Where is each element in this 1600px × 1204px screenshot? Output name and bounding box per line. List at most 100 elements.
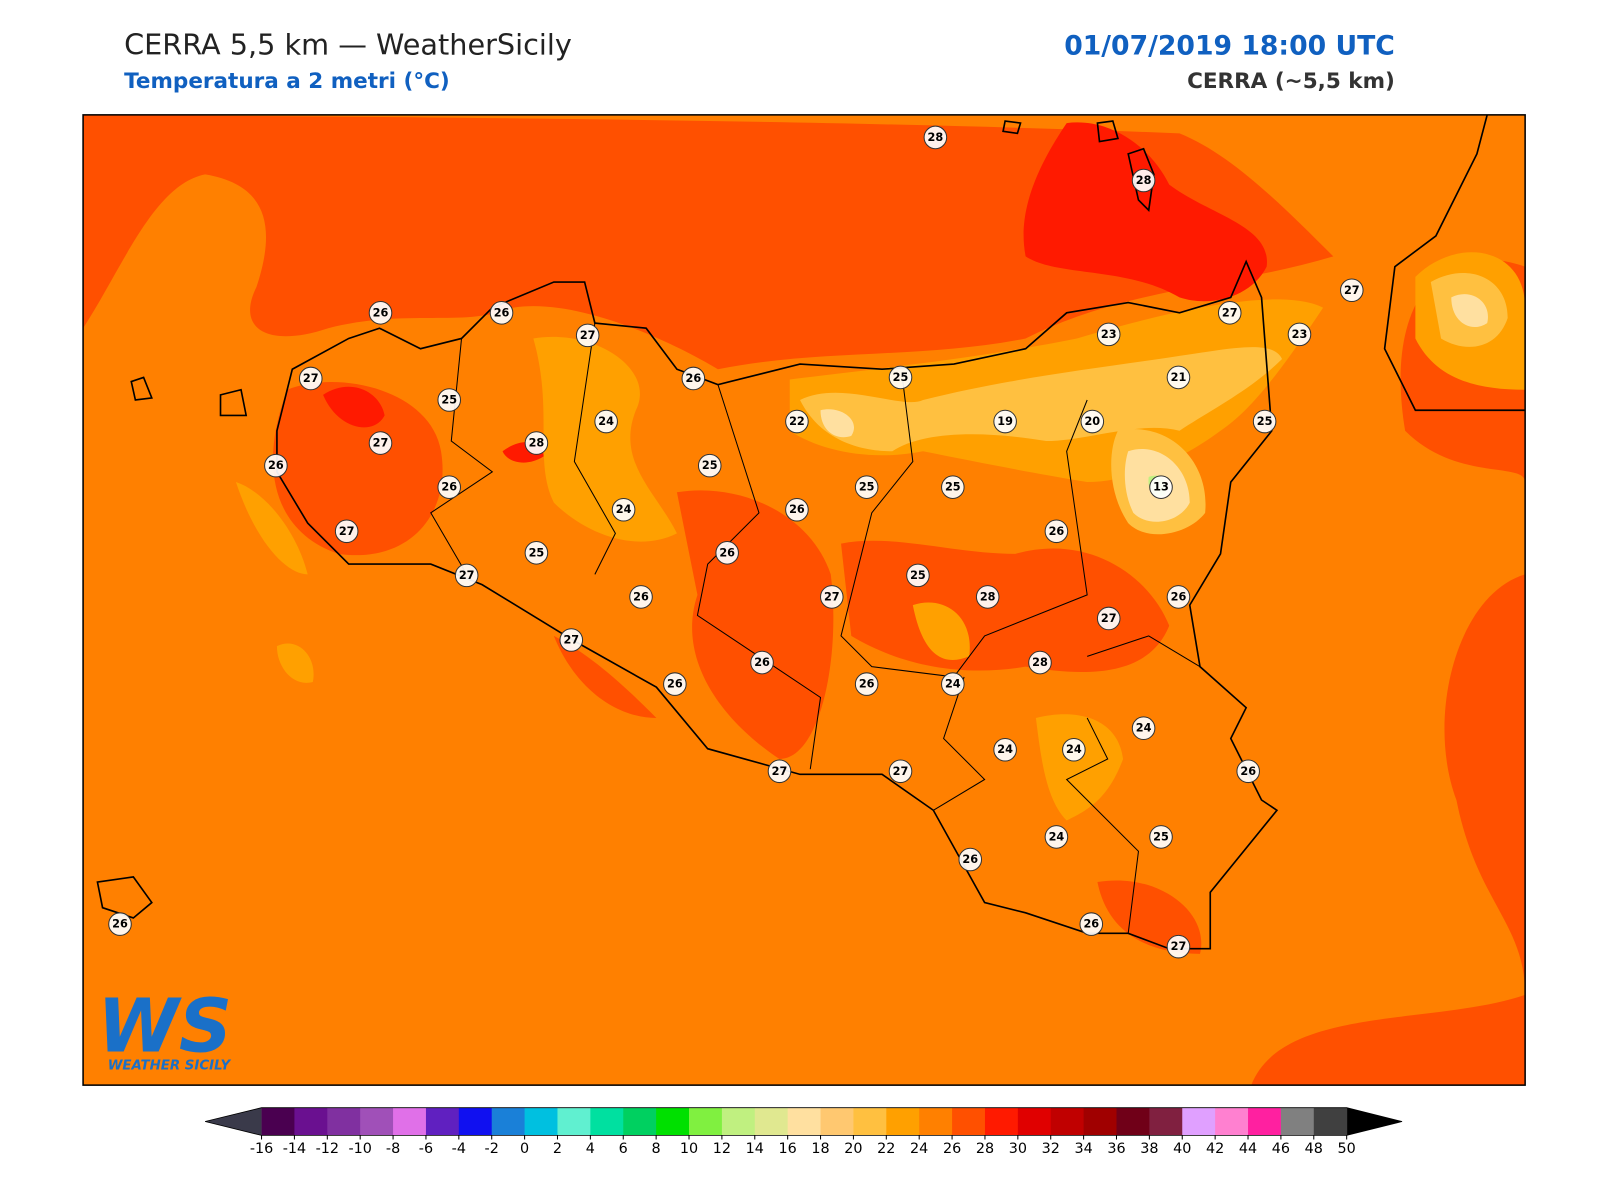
station: 25 — [1252, 409, 1277, 434]
station-value: 22 — [789, 415, 805, 428]
colorbar-tick-label: 44 — [1239, 1141, 1257, 1157]
colorbar-box — [1149, 1107, 1183, 1136]
colorbar-box — [1050, 1107, 1085, 1136]
station-value: 25 — [702, 459, 718, 472]
station: 27 — [1339, 278, 1364, 303]
colorbar-box — [524, 1107, 558, 1136]
station: 25 — [1149, 825, 1173, 849]
colorbar-tick-label: 12 — [713, 1141, 731, 1157]
colorbar-box — [1313, 1107, 1348, 1136]
station-value: 26 — [268, 459, 284, 472]
colorbar-box — [952, 1107, 986, 1136]
station: 26 — [785, 497, 809, 522]
station: 28 — [975, 585, 1000, 609]
colorbar-box — [721, 1107, 756, 1136]
station-marker — [594, 409, 618, 434]
colorbar-tick-label: 48 — [1305, 1141, 1323, 1157]
colorbar-box — [1017, 1107, 1052, 1136]
colorbar-box — [557, 1107, 591, 1136]
station: 24 — [993, 737, 1017, 762]
station-value: 27 — [772, 765, 788, 778]
station-value: 27 — [580, 329, 596, 342]
colorbar-box — [1083, 1107, 1118, 1136]
colorbar-box — [360, 1107, 394, 1136]
station-marker — [958, 847, 983, 872]
station: 25 — [697, 453, 722, 478]
station-value: 26 — [373, 306, 389, 319]
station: 24 — [1044, 825, 1069, 849]
station-value: 27 — [563, 634, 579, 647]
station-marker — [1339, 278, 1364, 303]
colorbar-tick-label: 38 — [1140, 1141, 1158, 1157]
station-marker — [611, 497, 636, 522]
station-value: 26 — [633, 590, 649, 603]
station-marker — [854, 475, 879, 499]
station-value: 28 — [980, 590, 996, 603]
station: 19 — [993, 409, 1017, 434]
station-marker — [888, 365, 913, 390]
station: 28 — [1131, 168, 1156, 193]
station-marker — [575, 323, 600, 348]
colorbar-box — [689, 1107, 723, 1136]
station: 26 — [629, 585, 653, 609]
station: 27 — [559, 628, 584, 652]
station-value: 26 — [719, 546, 735, 559]
station-marker — [454, 563, 479, 588]
station: 28 — [1028, 650, 1052, 675]
station-value: 27 — [373, 437, 389, 450]
station-value: 23 — [1292, 328, 1308, 341]
station-marker — [629, 585, 653, 609]
colorbar-box — [1116, 1107, 1150, 1136]
station-value: 24 — [1066, 743, 1082, 756]
station-layer: 28 28 26 26 27 27 27 23 23 27 26 25 21 25 24 22 19 20 25 27… — [108, 125, 1364, 959]
station-value: 25 — [1257, 415, 1273, 428]
colorbar-tick-label: 8 — [652, 1141, 661, 1157]
colorbar-box — [1248, 1107, 1282, 1136]
station-marker — [1079, 912, 1104, 936]
station-value: 26 — [494, 306, 510, 319]
colorbar-box — [1280, 1107, 1315, 1136]
colorbar-box — [820, 1107, 854, 1136]
station: 26 — [663, 672, 687, 696]
station-value: 24 — [1049, 830, 1065, 843]
station-marker — [1131, 716, 1156, 740]
colorbar-tick-label: -4 — [452, 1141, 466, 1157]
station-marker — [941, 475, 965, 499]
station-marker — [750, 650, 774, 675]
station: 28 — [524, 431, 549, 455]
station-marker — [1149, 825, 1173, 849]
station: 26 — [489, 301, 514, 325]
colorbar-under — [205, 1107, 262, 1136]
station-marker — [1217, 301, 1242, 325]
station: 23 — [1287, 322, 1312, 347]
station-value: 26 — [859, 678, 875, 691]
datetime: 01/07/2019 18:00 UTC — [1064, 30, 1395, 61]
station-value: 25 — [859, 481, 875, 494]
colorbar-tick-label: 6 — [619, 1141, 628, 1157]
station-marker — [334, 519, 359, 544]
station: 24 — [1062, 737, 1086, 762]
coastlines — [96, 114, 1526, 950]
station: 24 — [611, 497, 636, 522]
colorbar-box — [886, 1107, 920, 1136]
colorbar-tick-label: 26 — [943, 1141, 961, 1157]
station: 26 — [854, 672, 879, 696]
station: 21 — [1166, 365, 1191, 390]
station-value: 25 — [893, 371, 909, 384]
colorbar-box — [919, 1107, 953, 1136]
station-marker — [1236, 759, 1260, 784]
station: 27 — [575, 323, 600, 348]
station: 20 — [1080, 409, 1105, 434]
colorbar-box — [393, 1107, 427, 1136]
station: 26 — [715, 541, 739, 565]
station: 24 — [1131, 716, 1156, 740]
station-marker — [993, 409, 1017, 434]
station-value: 26 — [112, 918, 128, 931]
station-marker — [888, 759, 913, 784]
colorbar-tick-label: 34 — [1074, 1141, 1092, 1157]
station: 26 — [1079, 912, 1104, 936]
colorbar-over — [1346, 1107, 1403, 1136]
station-value: 25 — [441, 394, 457, 407]
